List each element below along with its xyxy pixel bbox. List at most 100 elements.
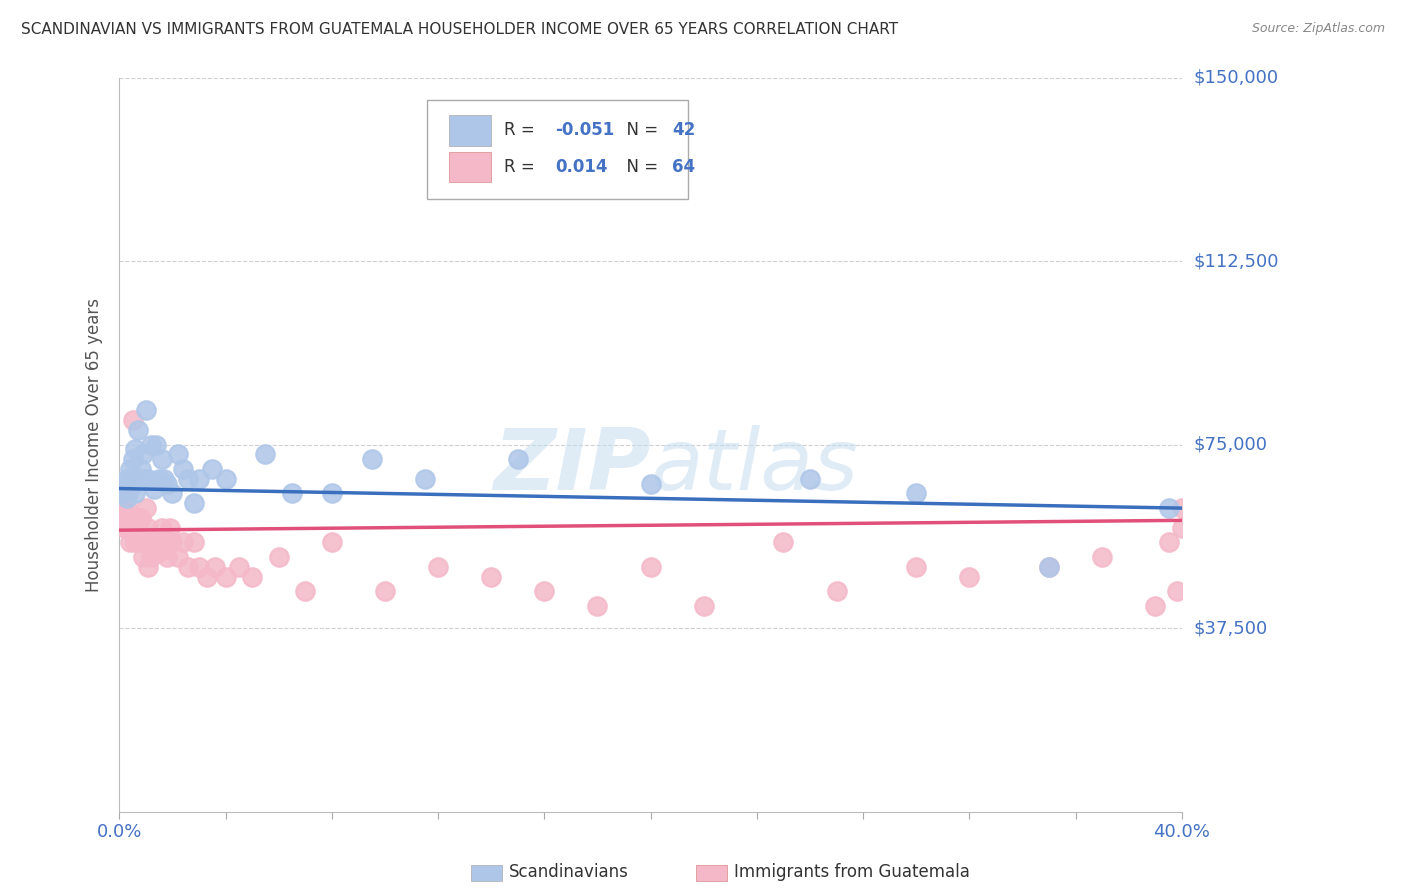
Text: N =: N = bbox=[616, 158, 662, 176]
Text: atlas: atlas bbox=[651, 425, 859, 508]
Point bbox=[132, 550, 155, 565]
Point bbox=[1166, 584, 1188, 599]
Point bbox=[142, 535, 165, 549]
Text: $75,000: $75,000 bbox=[1194, 435, 1267, 453]
Text: R =: R = bbox=[503, 120, 540, 138]
Text: SCANDINAVIAN VS IMMIGRANTS FROM GUATEMALA HOUSEHOLDER INCOME OVER 65 YEARS CORRE: SCANDINAVIAN VS IMMIGRANTS FROM GUATEMAL… bbox=[21, 22, 898, 37]
Point bbox=[132, 535, 155, 549]
Point bbox=[129, 511, 152, 525]
Point bbox=[121, 413, 143, 427]
Point bbox=[693, 599, 716, 613]
Point bbox=[150, 521, 173, 535]
Point bbox=[1171, 521, 1194, 535]
Point bbox=[214, 569, 236, 583]
Point bbox=[138, 521, 160, 535]
Point bbox=[156, 550, 179, 565]
Point bbox=[156, 476, 179, 491]
Text: 0.014: 0.014 bbox=[555, 158, 607, 176]
Point bbox=[825, 584, 848, 599]
Point bbox=[127, 521, 149, 535]
Point bbox=[111, 511, 134, 525]
Point bbox=[141, 550, 163, 565]
Point bbox=[162, 535, 184, 549]
Point bbox=[201, 462, 224, 476]
Point bbox=[479, 569, 502, 583]
Point bbox=[166, 550, 188, 565]
Point bbox=[1091, 550, 1114, 565]
Point bbox=[145, 437, 167, 451]
Point bbox=[172, 535, 194, 549]
Text: Scandinavians: Scandinavians bbox=[509, 863, 628, 881]
Point bbox=[183, 535, 205, 549]
Point bbox=[115, 472, 138, 486]
Point bbox=[905, 559, 928, 574]
Point bbox=[195, 569, 218, 583]
Point bbox=[360, 452, 382, 467]
Point bbox=[114, 521, 136, 535]
Point bbox=[427, 559, 450, 574]
Point bbox=[115, 491, 138, 506]
Text: N =: N = bbox=[616, 120, 662, 138]
Point bbox=[183, 496, 205, 510]
FancyBboxPatch shape bbox=[427, 100, 688, 199]
Point bbox=[267, 550, 290, 565]
Text: ZIP: ZIP bbox=[494, 425, 651, 508]
Point bbox=[321, 535, 343, 549]
Text: Immigrants from Guatemala: Immigrants from Guatemala bbox=[734, 863, 970, 881]
Point bbox=[111, 486, 134, 500]
Point bbox=[240, 569, 263, 583]
Point bbox=[121, 472, 143, 486]
Point bbox=[148, 545, 170, 559]
Point bbox=[162, 486, 184, 500]
Point bbox=[121, 521, 143, 535]
Point bbox=[138, 559, 160, 574]
Point bbox=[150, 452, 173, 467]
Point bbox=[1144, 599, 1167, 613]
Bar bbox=[449, 115, 491, 145]
Text: R =: R = bbox=[503, 158, 540, 176]
Point bbox=[374, 584, 396, 599]
Text: $112,500: $112,500 bbox=[1194, 252, 1278, 270]
Point bbox=[1038, 559, 1060, 574]
Point bbox=[121, 452, 143, 467]
Point bbox=[129, 462, 152, 476]
Point bbox=[153, 535, 176, 549]
Point bbox=[114, 476, 136, 491]
Text: Source: ZipAtlas.com: Source: ZipAtlas.com bbox=[1251, 22, 1385, 36]
Point bbox=[129, 535, 152, 549]
Point bbox=[124, 511, 146, 525]
Point bbox=[159, 521, 181, 535]
Text: $37,500: $37,500 bbox=[1194, 619, 1267, 637]
Point bbox=[640, 476, 662, 491]
Point bbox=[1171, 501, 1194, 516]
Point bbox=[177, 472, 200, 486]
Point bbox=[188, 559, 211, 574]
Point bbox=[254, 447, 277, 461]
Point bbox=[772, 535, 794, 549]
Text: 42: 42 bbox=[672, 120, 695, 138]
Point bbox=[118, 462, 141, 476]
Point bbox=[138, 472, 160, 486]
Point bbox=[141, 437, 163, 451]
Point bbox=[129, 472, 152, 486]
Point bbox=[124, 486, 146, 500]
Point bbox=[905, 486, 928, 500]
Point bbox=[506, 452, 529, 467]
Point bbox=[148, 472, 170, 486]
Point bbox=[204, 559, 226, 574]
Point bbox=[586, 599, 609, 613]
Point bbox=[135, 535, 157, 549]
Point bbox=[177, 559, 200, 574]
Point bbox=[1038, 559, 1060, 574]
Point bbox=[132, 447, 155, 461]
Text: 64: 64 bbox=[672, 158, 695, 176]
Point bbox=[228, 559, 250, 574]
Point bbox=[111, 501, 134, 516]
Point bbox=[127, 423, 149, 437]
Point bbox=[188, 472, 211, 486]
Point bbox=[115, 521, 138, 535]
Point bbox=[124, 535, 146, 549]
Point bbox=[114, 506, 136, 520]
Point bbox=[799, 472, 821, 486]
Point bbox=[145, 535, 167, 549]
